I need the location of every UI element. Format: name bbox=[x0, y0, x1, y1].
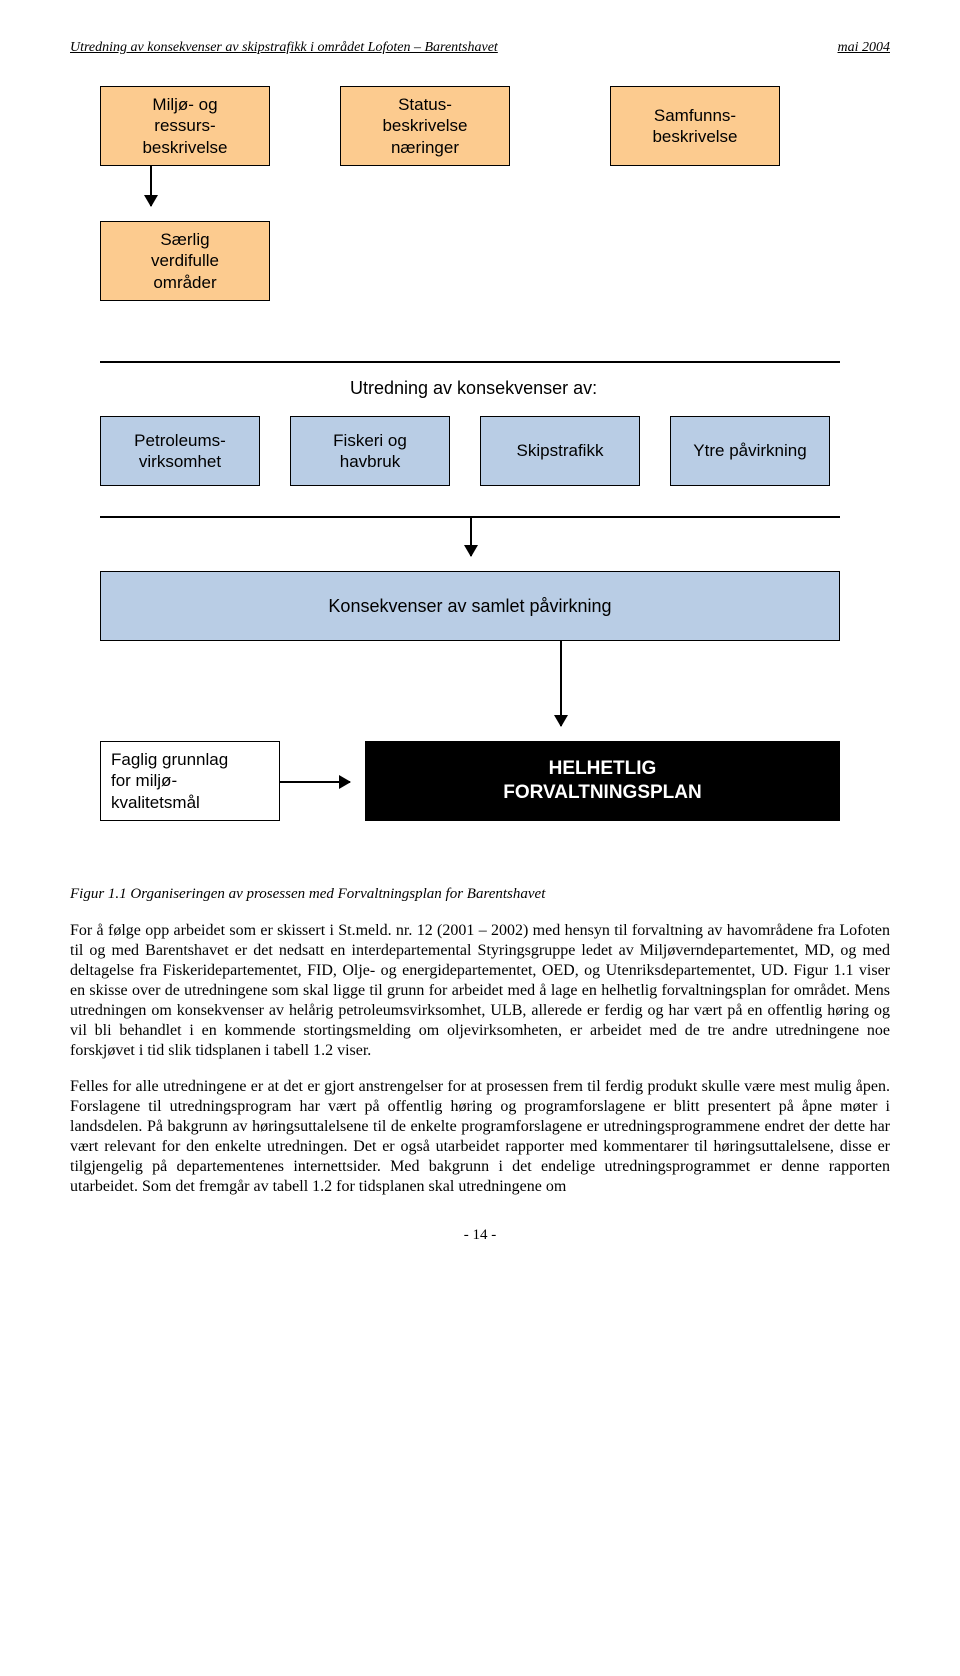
arrow-2 bbox=[470, 516, 472, 556]
header-title-left: Utredning av konsekvenser av skipstrafik… bbox=[70, 40, 498, 56]
page: Utredning av konsekvenser av skipstrafik… bbox=[0, 0, 960, 1274]
box-ytre: Ytre påvirkning bbox=[670, 416, 830, 486]
box-faglig-grunnlag: Faglig grunnlagfor miljø-kvalitetsmål bbox=[100, 741, 280, 821]
arrow-1 bbox=[150, 166, 152, 206]
box-skipstrafikk: Skipstrafikk bbox=[480, 416, 640, 486]
box-fiskeri: Fiskeri oghavbruk bbox=[290, 416, 450, 486]
box-miljo-ressurs: Miljø- ogressurs-beskrivelse bbox=[100, 86, 270, 166]
figure-caption: Figur 1.1 Organiseringen av prosessen me… bbox=[70, 886, 890, 903]
body-text: For å følge opp arbeidet som er skissert… bbox=[70, 921, 890, 1197]
box-samlet: Konsekvenser av samlet påvirkning bbox=[100, 571, 840, 641]
page-header: Utredning av konsekvenser av skipstrafik… bbox=[70, 40, 890, 56]
paragraph-2: Felles for alle utredningene er at det e… bbox=[70, 1077, 890, 1197]
box-forvaltningsplan: HELHETLIGFORVALTNINGSPLAN bbox=[365, 741, 840, 821]
arrow-3 bbox=[560, 641, 562, 726]
divider-top bbox=[100, 361, 840, 363]
arrow-4 bbox=[280, 781, 350, 783]
box-petroleum: Petroleums-virksomhet bbox=[100, 416, 260, 486]
page-number: - 14 - bbox=[70, 1227, 890, 1244]
box-saerlig-verdifulle: Særligverdifulleområder bbox=[100, 221, 270, 301]
box-samfunns: Samfunns-beskrivelse bbox=[610, 86, 780, 166]
box-status-naeringer: Status-beskrivelsenæringer bbox=[340, 86, 510, 166]
header-title-right: mai 2004 bbox=[838, 40, 891, 56]
section-label: Utredning av konsekvenser av: bbox=[350, 378, 597, 399]
flow-diagram: Miljø- ogressurs-beskrivelse Status-besk… bbox=[70, 86, 890, 866]
paragraph-1: For å følge opp arbeidet som er skissert… bbox=[70, 921, 890, 1061]
